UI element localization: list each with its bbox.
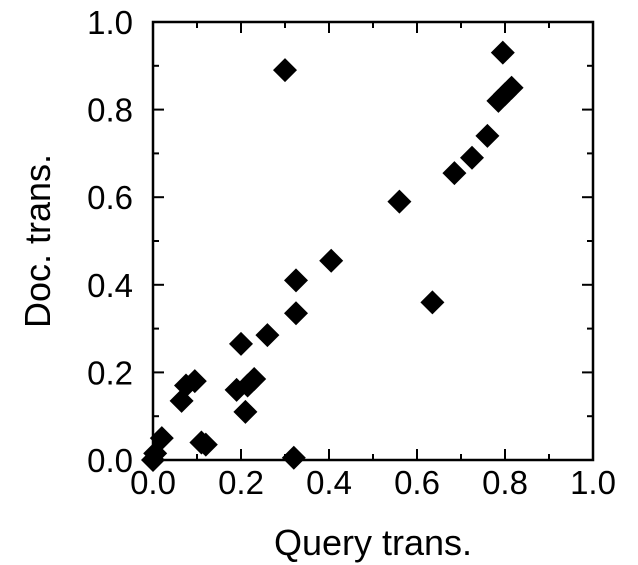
y-tick-label: 0.8: [87, 92, 133, 129]
y-tick-label: 0.6: [87, 179, 133, 216]
y-tick-label: 0.4: [87, 267, 133, 304]
data-point: [255, 323, 280, 348]
data-point: [319, 248, 344, 273]
y-tick-label: 1.0: [87, 4, 133, 41]
plot-frame: [151, 20, 595, 462]
x-axis-label: Query trans.: [274, 522, 472, 563]
data-point: [460, 145, 484, 170]
data-point: [242, 366, 267, 391]
data-point: [193, 432, 218, 457]
data-point: [499, 75, 524, 100]
x-tick-label: 0.4: [306, 464, 352, 501]
data-point: [284, 301, 308, 326]
x-tick-label: 0.2: [218, 464, 264, 501]
data-point: [233, 399, 258, 424]
y-tick-label: 0.0: [87, 442, 133, 479]
x-tick-labels: 0.0 0.2 0.4 0.6 0.8 1.0: [130, 464, 616, 501]
data-point: [490, 40, 515, 65]
axis-ticks: [152, 21, 594, 461]
y-tick-labels: 0.0 0.2 0.4 0.6 0.8 1.0: [87, 4, 133, 479]
data-point: [284, 268, 308, 293]
data-point: [420, 290, 445, 315]
x-tick-label: 0.8: [482, 464, 528, 501]
data-points: [141, 40, 524, 472]
x-tick-label: 0.6: [394, 464, 440, 501]
data-point: [229, 331, 253, 356]
data-point: [442, 161, 467, 186]
data-point: [149, 426, 174, 451]
y-tick-label: 0.2: [87, 354, 133, 391]
data-point: [387, 189, 412, 214]
y-axis-label: Doc. trans.: [17, 154, 58, 328]
x-tick-label: 1.0: [570, 464, 616, 501]
data-point: [273, 58, 297, 83]
data-point: [281, 445, 306, 470]
data-point: [475, 123, 500, 148]
data-point: [182, 369, 207, 394]
